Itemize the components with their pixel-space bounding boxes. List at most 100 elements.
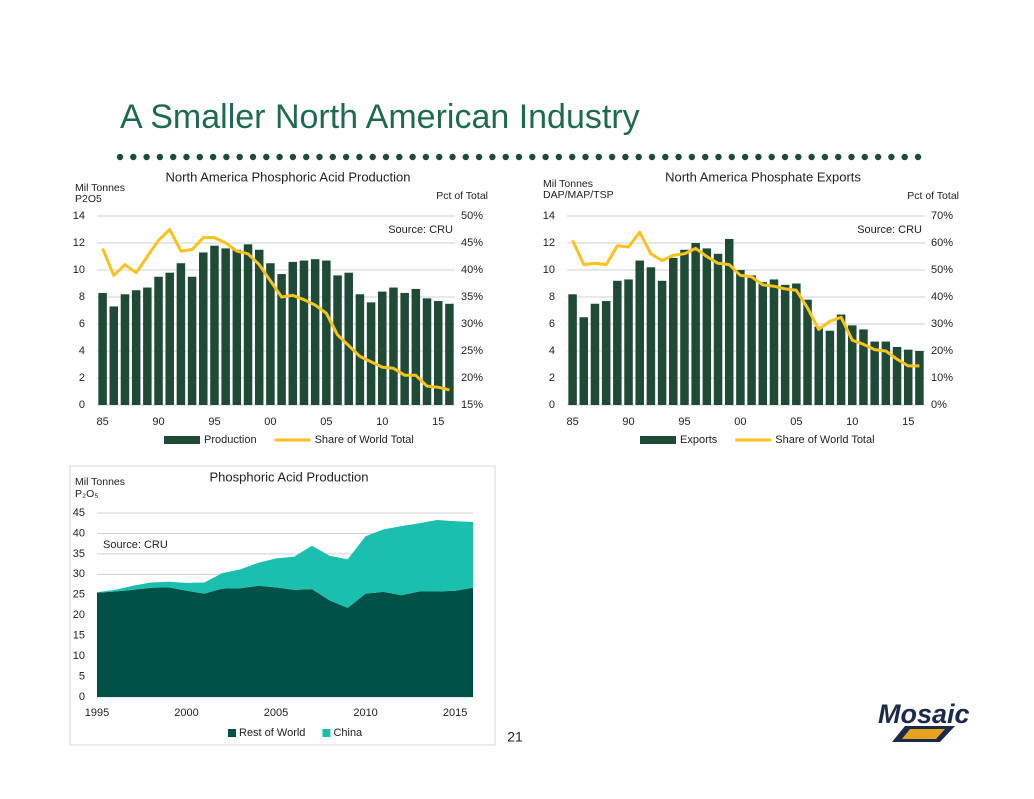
dot [369,153,376,161]
dot [316,153,323,161]
bar [836,314,846,405]
bar [221,248,230,405]
bar [635,260,644,405]
y2-tick-label: 45% [461,237,483,249]
bar [669,257,678,405]
bar [881,341,891,405]
y-tick-label: 8 [549,291,555,303]
dot [662,153,669,161]
area [97,585,473,697]
dot [409,153,416,161]
y-tick-label: 8 [79,291,85,303]
y-tick-label: 40 [73,527,85,539]
bar [366,302,376,405]
bar [769,279,779,405]
dot [755,153,762,161]
dot [781,153,789,161]
bar [814,326,823,405]
annotation: Source: CRU [103,539,168,551]
bar [433,301,443,405]
dot [329,153,336,161]
annotation: Source: CRU [857,224,922,236]
bar [691,243,700,405]
bar [713,253,723,405]
bar [613,280,622,405]
dot [356,153,363,161]
bar [702,248,712,405]
bar [411,288,421,405]
dot [489,153,496,161]
dot [249,153,257,161]
y2-tick-label: 15% [461,399,483,411]
dot [848,153,855,161]
y-axis-label: P₂O₅ [75,488,98,500]
dot [342,153,350,161]
dot [196,153,203,161]
x-tick-label: 2000 [174,707,198,719]
y-tick-label: 4 [79,345,85,357]
y2-tick-label: 50% [461,210,483,222]
bar [624,279,633,405]
x-tick-label: 2005 [264,707,288,719]
bar [870,341,879,405]
logo-text: Mosaic [878,699,970,729]
dot [795,153,802,161]
chart-title: Phosphoric Acid Production [210,469,369,484]
legend-label: Share of World Total [775,434,874,446]
bar [266,263,275,405]
page-number: 21 [507,729,523,745]
bar [176,263,186,405]
bar [187,276,197,405]
dot [422,153,430,161]
dot [236,153,243,161]
dot [382,153,390,161]
bar [120,294,130,405]
dot [901,153,908,161]
dot [688,153,696,161]
y2-tick-label: 20% [931,345,953,357]
x-tick-label: 15 [902,416,914,428]
bar [736,270,745,405]
x-tick-label: 05 [320,416,332,428]
legend-label: Production [204,434,257,446]
y2-tick-label: 25% [461,345,483,357]
dot [289,153,297,161]
x-tick-label: 85 [96,416,108,428]
y2-tick-label: 10% [931,372,953,384]
y-tick-label: 10 [543,264,555,276]
dot [608,153,616,161]
bar [322,260,331,405]
dot [888,153,895,161]
bar [445,303,454,405]
legend-swatch [322,729,331,737]
line [571,230,920,368]
dot [715,153,722,161]
bar [299,260,309,405]
bar [254,249,264,405]
bar [277,274,286,405]
bar [747,275,756,405]
chart-title: North America Phosphoric Acid Production [166,169,411,184]
y-axis-label: Mil Tonnes [75,182,125,194]
bar [601,301,611,405]
y-tick-label: 2 [549,372,555,384]
bar [590,303,600,405]
dot [874,153,882,161]
bar [657,280,667,405]
bar [825,330,835,405]
bar [143,287,152,405]
bar [355,294,365,405]
dot [648,153,656,161]
dot [223,153,230,161]
bar [646,267,656,405]
dot [303,153,310,161]
bar [568,294,577,405]
y2-tick-label: 30% [461,318,483,330]
dot [396,153,403,161]
dot [143,153,150,161]
bar [859,329,868,405]
dot [462,153,469,161]
legend-label: Exports [680,434,718,446]
x-tick-label: 00 [734,416,746,428]
y-tick-label: 4 [549,345,555,357]
